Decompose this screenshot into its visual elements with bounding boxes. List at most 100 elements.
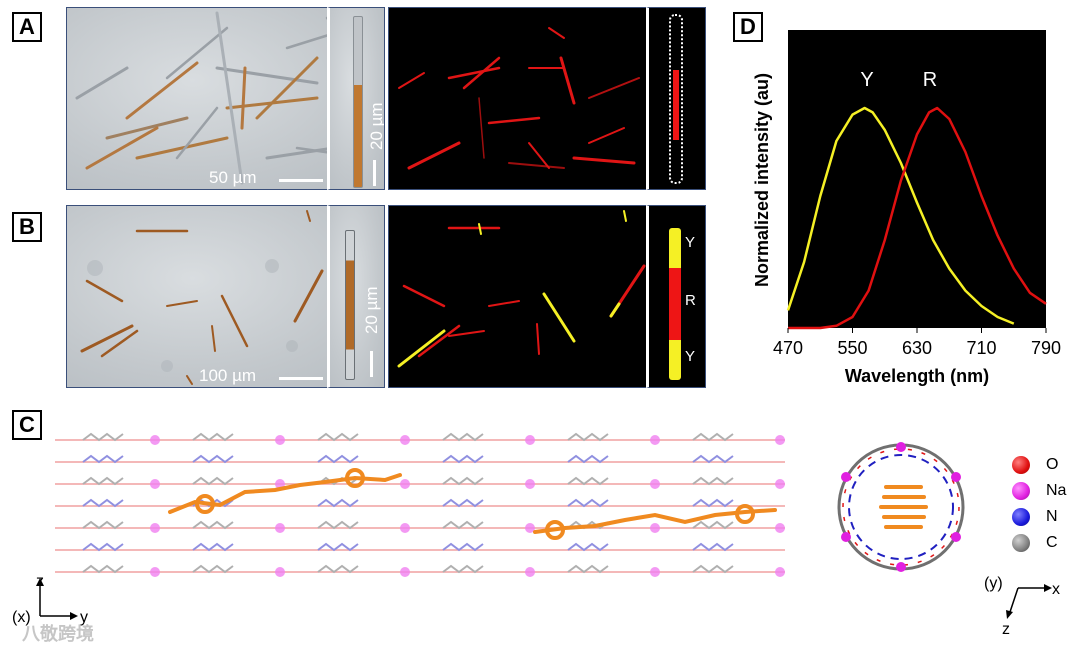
guest-molecule-left xyxy=(168,468,402,514)
axis-x-left: (x) xyxy=(12,609,31,626)
legend-dot-o xyxy=(1012,456,1030,474)
cyclodextrin-segment xyxy=(442,454,484,464)
panel-a-fluorescence-inset xyxy=(646,7,706,190)
legend-label-n: N xyxy=(1046,508,1058,525)
cyclodextrin-segment xyxy=(82,476,124,486)
scale-bar-label-a: 50 µm xyxy=(209,168,257,187)
cyclodextrin-segment xyxy=(82,542,124,552)
guest-molecule-right xyxy=(533,504,777,540)
inset-scale-label-a: 20 µm xyxy=(367,102,385,150)
panel-b-fluorescence-image xyxy=(388,205,650,388)
sodium-atom xyxy=(400,523,410,533)
sodium-atom xyxy=(275,567,285,577)
cyclodextrin-segment xyxy=(442,476,484,486)
watermark-text: 八敬跨境 xyxy=(22,624,94,644)
x-tick-label: 710 xyxy=(966,338,996,358)
sodium-atom xyxy=(650,523,660,533)
cyclodextrin-segment xyxy=(317,498,359,508)
x-tick-label: 630 xyxy=(902,338,932,358)
red-segment-b xyxy=(669,268,681,340)
single-rod-a xyxy=(353,16,363,188)
legend-dot-n xyxy=(1012,508,1030,526)
sodium-atom xyxy=(275,523,285,533)
x-tick-label: 470 xyxy=(773,338,803,358)
cyclodextrin-segment xyxy=(317,454,359,464)
scale-bar-b xyxy=(279,377,323,380)
cyclodextrin-segment xyxy=(567,564,609,574)
sodium-atom xyxy=(650,435,660,445)
x-axis-label: Wavelength (nm) xyxy=(845,366,989,386)
cyclodextrin-segment xyxy=(317,564,359,574)
inset-scale-bar-b xyxy=(370,351,373,377)
inset-scale-label-b: 20 µm xyxy=(362,286,381,334)
segment-label-middle: R xyxy=(685,292,696,309)
cyclodextrin-segment xyxy=(692,476,734,486)
legend-item-o: O xyxy=(1012,452,1072,478)
element-legend: O Na N C xyxy=(1012,452,1072,556)
fluorescence-crystals-b xyxy=(397,210,646,368)
sodium-atom xyxy=(775,567,785,577)
cyclodextrin-segment xyxy=(317,542,359,552)
cyclodextrin-segment xyxy=(442,542,484,552)
cyclodextrin-segment xyxy=(192,432,234,442)
brightfield-crystals-b xyxy=(80,210,324,385)
cyclodextrin-segment xyxy=(442,564,484,574)
series-label-y: Y xyxy=(860,69,873,91)
cyclodextrin-segment xyxy=(192,564,234,574)
inset-outline-a xyxy=(669,14,683,184)
sodium-atom xyxy=(775,523,785,533)
axis-y-right: (y) xyxy=(984,575,1003,592)
panel-b-brightfield-inset: 20 µm xyxy=(327,205,385,388)
sodium-atom xyxy=(525,479,535,489)
panel-label-b: B xyxy=(12,212,42,242)
yellow-segment-top xyxy=(669,228,681,268)
axes-triad-right: (y) x z xyxy=(984,575,1060,638)
sodium-atom xyxy=(150,435,160,445)
cyclodextrin-segment xyxy=(442,498,484,508)
sodium-atom xyxy=(400,479,410,489)
watermark: 八敬跨境 xyxy=(22,620,94,646)
axis-y-left: y xyxy=(80,609,88,626)
sodium-atom xyxy=(650,567,660,577)
legend-label-o: O xyxy=(1046,456,1059,473)
cyclodextrin-segment xyxy=(567,476,609,486)
series-line-y xyxy=(786,106,1015,325)
cyclodextrin-segment xyxy=(567,498,609,508)
emission-spectrum-chart: 470 550 630 710 790 Y R Wavelength (nm) Norm… xyxy=(752,30,1061,386)
panel-a-fluorescence-image xyxy=(388,7,650,190)
cyclodextrin-segment xyxy=(442,520,484,530)
cyclodextrin-segment xyxy=(192,520,234,530)
yellow-segment-bottom xyxy=(669,340,681,380)
cyclodextrin-segment xyxy=(192,476,234,486)
cyclodextrin-segment xyxy=(692,520,734,530)
scale-bar-label-b: 100 µm xyxy=(199,366,257,385)
sodium-atom xyxy=(400,435,410,445)
legend-dot-c xyxy=(1012,534,1030,552)
axis-x-right: x xyxy=(1052,581,1060,598)
cyclodextrin-segment xyxy=(692,564,734,574)
chart-plot-area xyxy=(788,30,1046,328)
sodium-atom xyxy=(150,479,160,489)
cyclodextrin-segment xyxy=(317,520,359,530)
inset-scale-bar-a xyxy=(373,160,376,186)
cyclodextrin-segment xyxy=(442,432,484,442)
legend-label-c: C xyxy=(1046,534,1058,551)
fluorescence-crystals-a xyxy=(398,27,640,170)
sodium-atom xyxy=(150,567,160,577)
panel-label-c: C xyxy=(12,410,42,440)
sodium-atom xyxy=(275,435,285,445)
cyclodextrin-segment xyxy=(82,564,124,574)
cyclodextrin-segment xyxy=(567,542,609,552)
segment-label-bottom: Y xyxy=(685,348,696,365)
red-segment-a xyxy=(673,70,679,140)
sodium-atom xyxy=(775,435,785,445)
sodium-atom xyxy=(525,523,535,533)
legend-label-na: Na xyxy=(1046,482,1067,499)
panel-label-a: A xyxy=(12,12,42,42)
sodium-atom xyxy=(525,435,535,445)
legend-item-n: N xyxy=(1012,504,1072,530)
cyclodextrin-segment xyxy=(192,454,234,464)
axis-z-left: z xyxy=(36,573,44,590)
legend-dot-na xyxy=(1012,482,1030,500)
y-axis-label: Normalized intensity (au) xyxy=(752,73,772,287)
